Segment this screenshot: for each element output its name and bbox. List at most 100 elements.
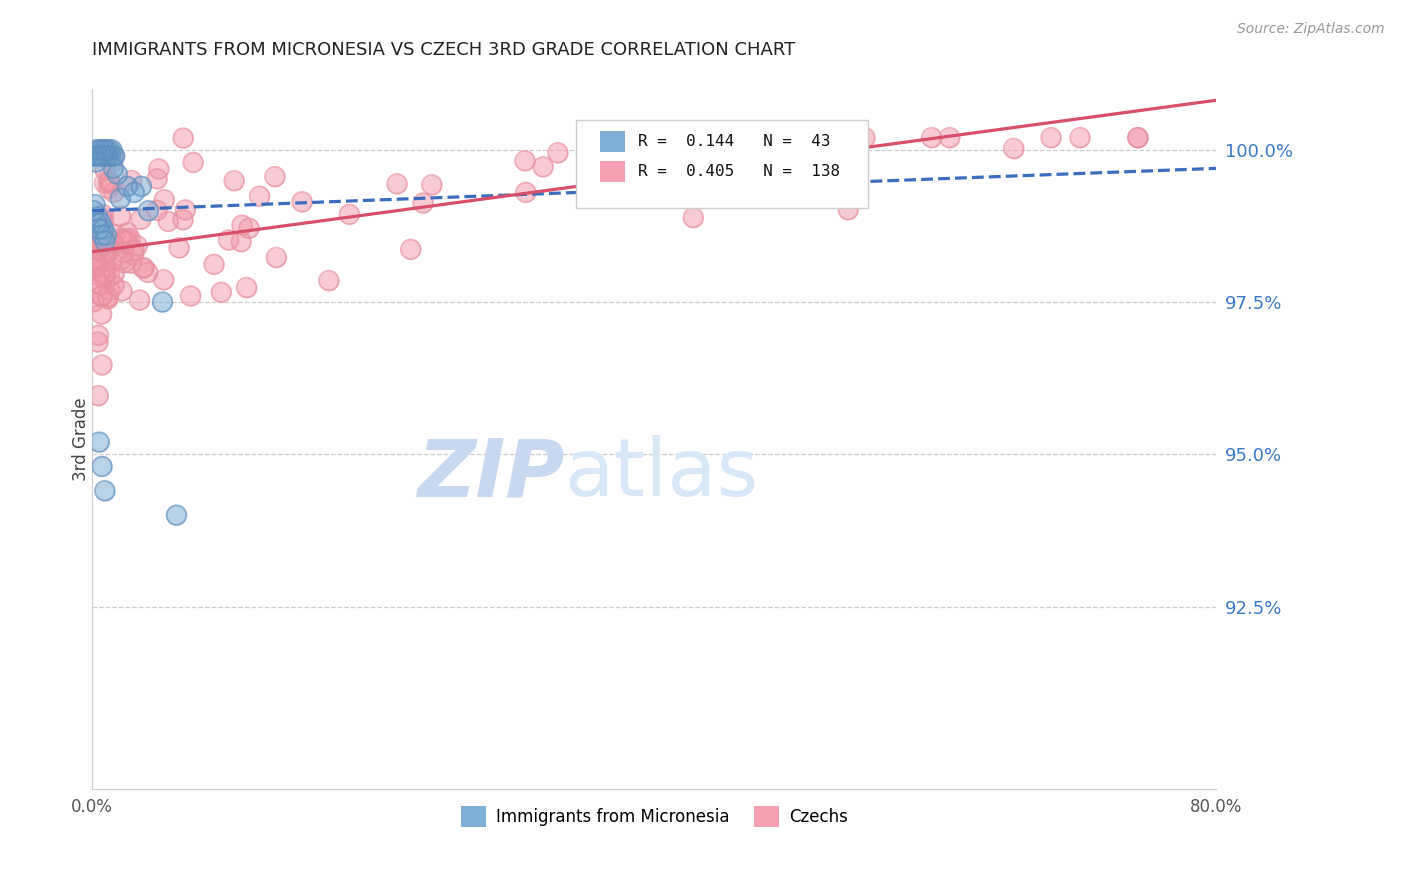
Point	[264, 169, 287, 184]
Point	[83, 203, 105, 218]
Point	[547, 145, 569, 160]
Point	[1040, 130, 1063, 145]
Point	[89, 143, 111, 157]
Point	[769, 130, 792, 145]
Point	[101, 155, 124, 169]
Point	[83, 254, 105, 268]
Point	[138, 203, 160, 218]
Point	[98, 143, 121, 157]
Point	[166, 508, 188, 523]
Point	[235, 280, 257, 294]
Point	[97, 181, 120, 195]
Point	[127, 239, 149, 253]
Point	[89, 222, 111, 236]
Point	[107, 167, 129, 181]
Point	[103, 267, 125, 281]
Point	[89, 219, 111, 234]
Point	[121, 173, 143, 187]
Point	[167, 241, 190, 255]
Point	[90, 289, 112, 303]
Point	[291, 194, 314, 209]
Point	[783, 143, 806, 157]
Point	[91, 459, 114, 474]
Point	[86, 216, 108, 230]
Point	[101, 155, 124, 169]
Point	[90, 216, 112, 230]
Point	[146, 171, 169, 186]
Point	[131, 179, 153, 194]
FancyBboxPatch shape	[575, 120, 868, 208]
Point	[83, 252, 105, 266]
Point	[111, 252, 134, 267]
Point	[921, 130, 943, 145]
Point	[117, 179, 139, 194]
Point	[134, 260, 156, 275]
Point	[515, 186, 537, 200]
Point	[166, 508, 188, 523]
Point	[1126, 130, 1149, 145]
Point	[266, 251, 288, 265]
Point	[84, 149, 107, 163]
Point	[94, 234, 117, 248]
Point	[91, 208, 114, 222]
Point	[174, 202, 197, 217]
Point	[96, 228, 118, 243]
Point	[131, 179, 153, 194]
Point	[769, 130, 792, 145]
Point	[84, 231, 107, 245]
Point	[87, 244, 110, 258]
Point	[152, 295, 174, 310]
Point	[744, 130, 766, 145]
Point	[100, 149, 122, 163]
Text: IMMIGRANTS FROM MICRONESIA VS CZECH 3RD GRADE CORRELATION CHART: IMMIGRANTS FROM MICRONESIA VS CZECH 3RD …	[93, 42, 796, 60]
Point	[112, 256, 135, 270]
Point	[87, 242, 110, 256]
Point	[100, 149, 122, 163]
Point	[110, 210, 132, 224]
Point	[89, 143, 111, 157]
Text: ZIP: ZIP	[418, 435, 564, 513]
Point	[87, 328, 110, 343]
Point	[83, 256, 105, 270]
Point	[1002, 142, 1025, 156]
Point	[103, 149, 125, 163]
Point	[172, 212, 194, 227]
Point	[90, 211, 112, 225]
Point	[112, 256, 135, 270]
Point	[97, 244, 120, 258]
Point	[86, 155, 108, 169]
Point	[90, 233, 112, 247]
Point	[172, 212, 194, 227]
Point	[513, 153, 536, 168]
Point	[728, 130, 751, 145]
Point	[90, 277, 112, 292]
Point	[90, 277, 112, 292]
Point	[110, 210, 132, 224]
Point	[98, 269, 121, 284]
Point	[136, 265, 159, 279]
Point	[98, 143, 121, 157]
Point	[118, 231, 141, 245]
Point	[202, 257, 225, 271]
Point	[89, 268, 111, 283]
Point	[84, 197, 107, 211]
Point	[97, 237, 120, 252]
Point	[96, 228, 118, 243]
Point	[688, 130, 710, 145]
Point	[97, 244, 120, 258]
Point	[921, 130, 943, 145]
Point	[98, 284, 121, 298]
Point	[938, 130, 960, 145]
Point	[513, 153, 536, 168]
Point	[138, 203, 160, 218]
Point	[112, 245, 135, 260]
Point	[83, 294, 105, 309]
Point	[249, 189, 271, 203]
Point	[224, 174, 246, 188]
Point	[128, 293, 150, 307]
Point	[148, 161, 170, 176]
Point	[90, 226, 112, 240]
Point	[218, 233, 240, 247]
Point	[91, 358, 114, 372]
Point	[86, 213, 108, 227]
